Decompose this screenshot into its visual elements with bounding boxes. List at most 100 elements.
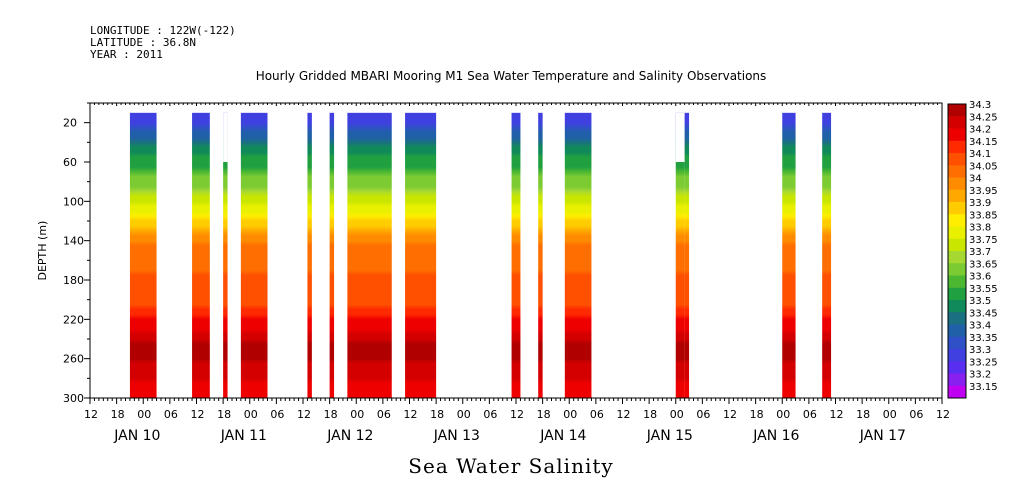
colorbar-label: 33.9 bbox=[969, 198, 991, 209]
colorbar-cell bbox=[948, 116, 966, 129]
colorbar-label: 34 bbox=[969, 174, 982, 185]
y-tick-label: 100 bbox=[63, 195, 84, 208]
x-tick-label: 18 bbox=[856, 408, 870, 421]
year-label: YEAR : 2011 bbox=[90, 48, 163, 61]
x-axis: 12 18 00 06 12 18 00 06 12 18 00 06 12 18 00 06 12 18 00 06… bbox=[84, 103, 950, 444]
x-tick-label: 00 bbox=[350, 408, 364, 421]
colorbar-cell bbox=[948, 202, 966, 215]
data-segment bbox=[192, 112, 210, 398]
colorbar-cell bbox=[948, 275, 966, 289]
colorbar-label: 34.1 bbox=[969, 149, 991, 160]
x-tick-label: 12 bbox=[297, 408, 311, 421]
y-tick-label: 60 bbox=[63, 156, 77, 169]
y-tick-label: 140 bbox=[63, 235, 84, 248]
x-tick-label: 06 bbox=[377, 408, 391, 421]
data-segment bbox=[511, 112, 521, 398]
data-segment bbox=[129, 112, 157, 398]
colorbar-label: 33.75 bbox=[969, 235, 998, 246]
colorbar-label: 34.15 bbox=[969, 137, 998, 148]
x-date-label: JAN 16 bbox=[752, 428, 799, 444]
x-date-label: JAN 12 bbox=[326, 428, 373, 444]
segment-gap bbox=[675, 112, 685, 162]
y-tick-label: 180 bbox=[63, 274, 84, 287]
colorbar-cell bbox=[948, 349, 966, 362]
x-tick-label: 12 bbox=[723, 408, 737, 421]
x-tick-label: 18 bbox=[217, 408, 231, 421]
colorbar-cell bbox=[948, 287, 966, 301]
colorbar-label: 33.6 bbox=[969, 272, 991, 283]
chart-title: Hourly Gridded MBARI Mooring M1 Sea Wate… bbox=[255, 69, 767, 83]
data-segment bbox=[240, 112, 268, 398]
y-axis-label: DEPTH (m) bbox=[36, 221, 49, 281]
data-segment bbox=[822, 112, 832, 398]
colorbar-cell bbox=[948, 104, 966, 117]
x-tick-label: 06 bbox=[164, 408, 178, 421]
colorbar-label: 33.35 bbox=[969, 333, 998, 344]
x-date-label: JAN 15 bbox=[646, 428, 693, 444]
x-tick-label: 12 bbox=[404, 408, 418, 421]
data-segment bbox=[782, 112, 796, 398]
data-segment bbox=[347, 112, 392, 398]
data-segment bbox=[223, 112, 228, 398]
x-date-label: JAN 13 bbox=[433, 428, 480, 444]
longitude-label: LONGITUDE : 122W(-122) bbox=[90, 24, 236, 37]
colorbar-frame bbox=[947, 103, 967, 399]
colorbar-cell bbox=[948, 312, 966, 325]
colorbar-label: 33.65 bbox=[969, 259, 998, 270]
colorbar-cell bbox=[948, 140, 966, 154]
x-tick-label: 12 bbox=[617, 408, 631, 421]
x-tick-label: 06 bbox=[696, 408, 710, 421]
colorbar-label: 33.8 bbox=[969, 223, 991, 234]
colorbar-cell bbox=[948, 300, 966, 313]
x-tick-label: 00 bbox=[244, 408, 258, 421]
colorbar: 34.334.2534.234.1534.134.053433.9533.933… bbox=[947, 100, 998, 399]
colorbar-cell bbox=[948, 165, 966, 178]
colorbar-cell bbox=[948, 214, 966, 227]
y-axis: 20 60 100 140 180 220 260 300 bbox=[63, 102, 90, 405]
colorbar-cell bbox=[948, 189, 966, 203]
x-tick-label: 18 bbox=[111, 408, 125, 421]
colorbar-label: 34.05 bbox=[969, 161, 998, 172]
chart-subtitle: Sea Water Salinity bbox=[408, 454, 614, 478]
segment-gap bbox=[223, 112, 228, 162]
y-tick-label: 260 bbox=[63, 353, 84, 366]
y-tick-label: 300 bbox=[63, 392, 84, 405]
colorbar-cell bbox=[948, 153, 966, 166]
colorbar-label: 33.2 bbox=[969, 370, 991, 381]
x-date-label: JAN 11 bbox=[220, 428, 267, 444]
x-tick-label: 00 bbox=[670, 408, 684, 421]
colorbar-cell bbox=[948, 336, 966, 350]
colorbar-label: 34.3 bbox=[969, 100, 991, 111]
colorbar-label: 33.95 bbox=[969, 186, 998, 197]
colorbar-cell bbox=[948, 324, 966, 338]
data-segment bbox=[675, 112, 685, 398]
data-segment bbox=[307, 112, 312, 398]
x-tick-label: 00 bbox=[776, 408, 790, 421]
x-tick-label: 18 bbox=[750, 408, 764, 421]
colorbar-label: 34.2 bbox=[969, 125, 991, 136]
x-tick-label: 12 bbox=[830, 408, 844, 421]
colorbar-cell bbox=[948, 263, 966, 276]
colorbar-label: 33.3 bbox=[969, 345, 991, 356]
data-segment bbox=[538, 112, 543, 398]
colorbar-label: 33.7 bbox=[969, 247, 991, 258]
colorbar-label: 33.25 bbox=[969, 357, 998, 368]
x-tick-label: 12 bbox=[84, 408, 98, 421]
x-tick-label: 12 bbox=[510, 408, 524, 421]
colorbar-label: 33.45 bbox=[969, 308, 998, 319]
colorbar-label: 33.5 bbox=[969, 296, 991, 307]
data-segment bbox=[405, 112, 437, 398]
x-tick-label: 06 bbox=[803, 408, 817, 421]
colorbar-cell bbox=[948, 177, 966, 191]
x-tick-label: 06 bbox=[590, 408, 604, 421]
colorbar-cell bbox=[948, 385, 966, 399]
x-tick-label: 18 bbox=[537, 408, 551, 421]
colorbar-label: 33.55 bbox=[969, 284, 998, 295]
x-tick-label: 06 bbox=[270, 408, 284, 421]
x-tick-label: 12 bbox=[191, 408, 205, 421]
colorbar-cell bbox=[948, 361, 966, 374]
x-tick-label: 06 bbox=[909, 408, 923, 421]
colorbar-cell bbox=[948, 238, 966, 252]
data-segment bbox=[684, 112, 690, 398]
x-tick-label: 06 bbox=[483, 408, 497, 421]
